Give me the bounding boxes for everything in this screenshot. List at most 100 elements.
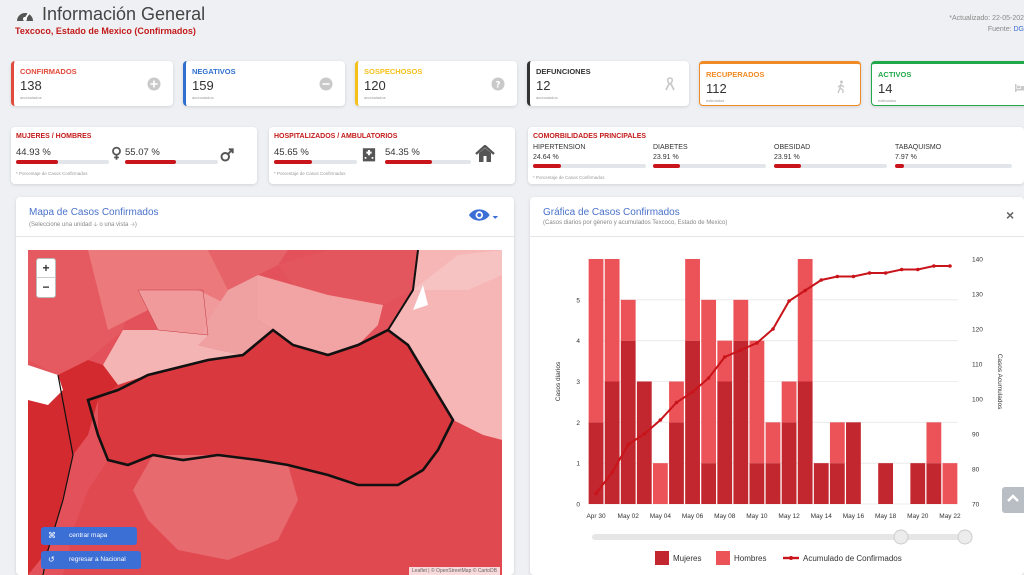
source-label: Fuente: bbox=[987, 26, 1014, 33]
stat-value: 112 bbox=[706, 81, 727, 96]
bar-hombres bbox=[942, 463, 958, 504]
stat-card-defunciones[interactable]: DEFUNCIONES 12 acumulados bbox=[527, 61, 689, 106]
bar-hombres bbox=[701, 299, 717, 464]
stat-label: RECUPERADOS bbox=[706, 70, 765, 79]
women-bar bbox=[16, 160, 109, 164]
hospitalized-bar bbox=[274, 160, 357, 164]
stat-label: NEGATIVOS bbox=[192, 67, 236, 76]
stat-card-confirmados[interactable]: CONFIRMADOS 138 acumulados bbox=[11, 61, 173, 106]
y-right-tick-label: 110 bbox=[972, 362, 983, 369]
map-regions[interactable] bbox=[28, 250, 502, 575]
close-panel-button[interactable]: × bbox=[1006, 207, 1015, 223]
cases-chart: 0 1 2 3 4 5 70 80 90 100 110 120 130 140 Apr 30 May 02 M… bbox=[555, 257, 1003, 565]
stat-sub: estimados bbox=[706, 98, 725, 103]
x-tick-label: May 02 bbox=[618, 513, 640, 520]
cumulative-point bbox=[915, 267, 920, 272]
x-tick-label: May 16 bbox=[843, 513, 865, 520]
cumulative-point bbox=[610, 470, 614, 475]
ambulatory-bar-fill bbox=[385, 160, 432, 164]
y-right-tick-label: 70 bbox=[972, 502, 980, 509]
bar-mujeres bbox=[846, 422, 861, 504]
chart-panel-title: Gráfica de Casos Confirmados bbox=[543, 207, 680, 218]
bar-mujeres bbox=[878, 463, 894, 504]
center-map-button[interactable]: ⌘ centrar mapa bbox=[41, 527, 137, 545]
x-tick-label: May 22 bbox=[939, 513, 961, 520]
bar-mujeres bbox=[588, 422, 604, 504]
stat-card-negativos[interactable]: NEGATIVOS 159 acumulados bbox=[183, 61, 345, 106]
range-slider-handle-left bbox=[893, 529, 909, 545]
zoom-in-button[interactable]: + bbox=[37, 259, 55, 278]
cumulative-point bbox=[883, 271, 888, 275]
stat-value: 14 bbox=[878, 81, 893, 96]
bed-icon bbox=[1015, 84, 1024, 92]
bar-mujeres bbox=[733, 340, 749, 504]
source-link[interactable]: DG bbox=[1013, 26, 1024, 33]
return-national-button[interactable]: ↺ regresar a Nacional bbox=[41, 551, 141, 569]
zoom-control: + − bbox=[36, 258, 56, 298]
stat-sub: acumulados bbox=[192, 95, 214, 100]
y-left-tick-label: 5 bbox=[576, 297, 580, 304]
morbidity-name: HIPERTENSION bbox=[533, 144, 586, 151]
morbidity-bar-fill bbox=[895, 164, 905, 168]
y-right-tick-label: 120 bbox=[972, 327, 983, 334]
choropleth-map[interactable]: + − ⌘ centrar mapa ↺ regresar a Nacional L… bbox=[28, 250, 502, 575]
cumulative-point bbox=[899, 267, 904, 272]
stat-label: CONFIRMADOS bbox=[20, 67, 77, 76]
x-tick-label: May 08 bbox=[714, 513, 736, 520]
x-tick-label: Apr 30 bbox=[586, 513, 606, 520]
gender-card: MUJERES / HOMBRES 44.93 % 55.07 % * Porc… bbox=[11, 127, 257, 184]
y-left-tick-label: 1 bbox=[576, 461, 580, 468]
bar-hombres bbox=[926, 422, 942, 464]
x-tick-label: May 10 bbox=[746, 513, 768, 520]
cumulative-point bbox=[594, 491, 598, 496]
eye-view-dropdown-icon[interactable] bbox=[468, 207, 500, 225]
stat-label: DEFUNCIONES bbox=[536, 67, 591, 76]
hospitalized-bar-fill bbox=[274, 160, 312, 164]
page-header: Información General Texcoco, Estado de M… bbox=[0, 0, 1024, 52]
map-attribution[interactable]: Leaflet | © OpenStreetMap © CartoDB bbox=[408, 567, 500, 575]
bar-mujeres bbox=[910, 463, 926, 504]
male-icon bbox=[220, 148, 234, 162]
minus-circle-icon bbox=[319, 77, 333, 91]
x-tick-label: May 06 bbox=[682, 513, 704, 520]
range-slider-track bbox=[592, 534, 972, 540]
dashboard-gauge-icon bbox=[17, 12, 33, 21]
comorbidities-label: COMORBILIDADES PRINCIPALES bbox=[533, 133, 647, 140]
morbidity-bar bbox=[533, 164, 646, 168]
panel-divider bbox=[530, 236, 1024, 237]
y-left-tick-label: 0 bbox=[576, 502, 580, 509]
legend-swatch bbox=[655, 551, 669, 565]
stat-sub: acumulados bbox=[364, 95, 386, 100]
stat-card-activos[interactable]: ACTIVOS 14 estimados bbox=[871, 61, 1024, 106]
x-tick-label: May 12 bbox=[778, 513, 800, 520]
hospital-label: HOSPITALIZADOS / AMBULATORIOS bbox=[274, 133, 398, 140]
range-slider-handle-right bbox=[957, 529, 973, 545]
cumulative-point bbox=[851, 274, 856, 279]
svg-text:?: ? bbox=[495, 81, 500, 91]
y-right-tick-label: 100 bbox=[972, 397, 983, 404]
bar-hombres bbox=[733, 299, 749, 341]
bar-mujeres bbox=[797, 381, 813, 504]
bar-mujeres bbox=[669, 422, 684, 504]
bar-hombres bbox=[797, 259, 813, 382]
y-left-tick-label: 4 bbox=[576, 338, 580, 345]
cumulative-point bbox=[948, 264, 952, 268]
stat-card-recuperados[interactable]: RECUPERADOS 112 estimados bbox=[699, 61, 861, 106]
bar-hombres bbox=[749, 340, 765, 464]
page-title: Información General bbox=[42, 4, 206, 24]
y-right-tick-label: 80 bbox=[972, 467, 980, 474]
bar-mujeres bbox=[717, 381, 733, 504]
bar-hombres bbox=[765, 422, 781, 464]
stat-card-sospechosos[interactable]: SOSPECHOSOS 120 acumulados ? bbox=[355, 61, 517, 106]
legend-swatch-marker bbox=[789, 556, 793, 560]
bar-mujeres bbox=[829, 463, 845, 504]
bar-hombres bbox=[781, 381, 797, 423]
morbidity-name: TABAQUISMO bbox=[895, 144, 942, 151]
cumulative-point bbox=[739, 348, 743, 352]
morbidity-bar-fill bbox=[774, 164, 802, 168]
bar-hombres bbox=[717, 340, 733, 382]
chart-panel: Gráfica de Casos Confirmados (Casos diar… bbox=[530, 197, 1024, 575]
scroll-to-top-button[interactable] bbox=[1002, 487, 1024, 513]
men-bar-fill bbox=[125, 160, 177, 164]
zoom-out-button[interactable]: − bbox=[42, 280, 50, 294]
